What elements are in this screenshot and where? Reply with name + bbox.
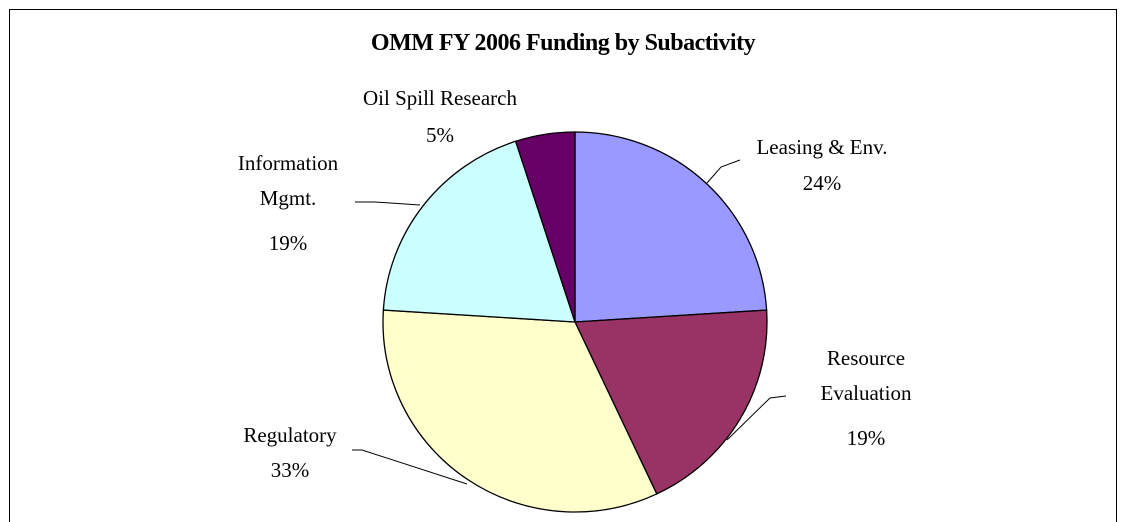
slice-label: Resource Evaluation <box>820 346 912 405</box>
leader-line <box>726 395 787 441</box>
leader-line <box>352 449 468 485</box>
pie-slice <box>382 140 576 323</box>
pie-slice <box>574 131 768 323</box>
slice-percent: 24% <box>802 171 842 195</box>
leader-line <box>706 159 741 184</box>
slice-percent: 33% <box>270 458 310 482</box>
pie-slice <box>382 309 658 513</box>
slice-percent: 19% <box>846 426 886 450</box>
frame <box>9 9 1117 522</box>
slice-label: Oil Spill Research <box>363 86 517 110</box>
pie-slice <box>574 309 768 495</box>
slice-label: Information Mgmt. <box>237 151 339 210</box>
chart-title: OMM FY 2006 Funding by Subactivity <box>370 30 756 56</box>
pie-slice <box>514 131 576 323</box>
slice-label: Regulatory <box>243 423 337 447</box>
slice-label: Leasing & Env. <box>756 135 888 159</box>
slice-percent: 5% <box>426 123 454 147</box>
slice-percent: 19% <box>268 231 308 255</box>
leader-line <box>355 201 421 206</box>
